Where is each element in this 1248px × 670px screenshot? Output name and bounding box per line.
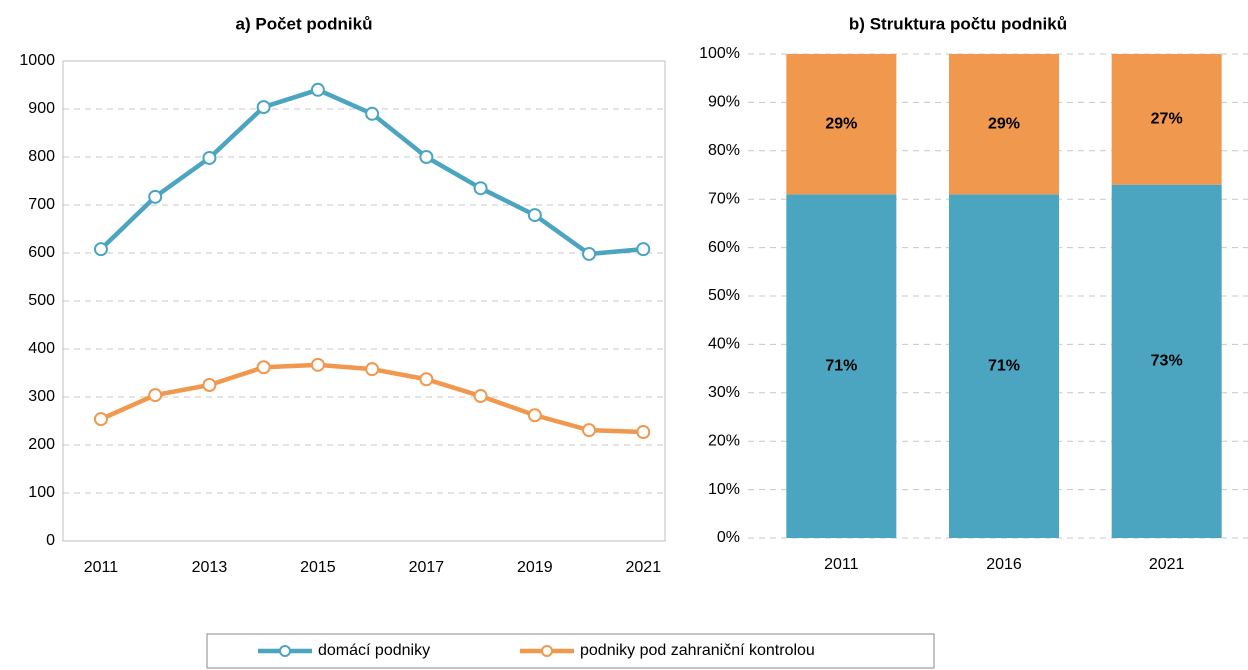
legend-marker xyxy=(279,645,291,657)
y-tick-label: 80% xyxy=(708,142,740,159)
data-point xyxy=(310,82,325,97)
data-label: 73% xyxy=(1151,353,1183,370)
y-tick-label: 60% xyxy=(708,239,740,256)
data-label: 29% xyxy=(825,115,857,132)
y-tick-label: 500 xyxy=(28,292,55,309)
plot-frame xyxy=(62,60,666,542)
data-point xyxy=(310,357,325,372)
data-point xyxy=(202,150,217,165)
x-tick-label: 2021 xyxy=(1149,556,1185,573)
y-tick-label: 10% xyxy=(708,481,740,498)
y-tick-label: 0 xyxy=(46,532,55,549)
legend-box xyxy=(206,633,935,669)
legend-marker xyxy=(541,645,553,657)
x-tick-label: 2011 xyxy=(824,556,859,573)
y-tick-label: 90% xyxy=(708,94,740,111)
data-label: 29% xyxy=(988,115,1020,132)
x-tick-label: 2021 xyxy=(626,559,662,576)
x-tick-label: 2016 xyxy=(986,556,1022,573)
data-point xyxy=(636,425,651,440)
data-point xyxy=(582,246,597,261)
data-point xyxy=(202,378,217,392)
y-tick-label: 20% xyxy=(708,432,740,449)
y-tick-label: 800 xyxy=(28,148,55,165)
x-tick-label: 2019 xyxy=(517,559,553,576)
y-tick-label: 300 xyxy=(28,388,55,405)
data-point xyxy=(365,106,380,121)
y-tick-label: 400 xyxy=(28,340,55,357)
y-tick-label: 900 xyxy=(28,100,55,117)
data-point xyxy=(419,150,434,164)
data-label: 71% xyxy=(825,357,857,374)
x-tick-label: 2015 xyxy=(300,559,336,576)
y-tick-label: 40% xyxy=(708,336,740,353)
chart-title: b) Struktura počtu podniků xyxy=(849,14,1067,33)
data-point xyxy=(473,389,488,404)
data-point xyxy=(527,408,542,423)
data-point xyxy=(582,423,597,438)
data-point xyxy=(365,362,380,377)
bar-segment xyxy=(949,54,1059,195)
y-tick-label: 50% xyxy=(708,287,740,304)
y-tick-label: 200 xyxy=(28,436,55,453)
x-tick-label: 2017 xyxy=(409,559,445,576)
x-tick-label: 2013 xyxy=(192,559,228,576)
y-tick-label: 100 xyxy=(28,484,55,501)
y-tick-label: 700 xyxy=(28,196,55,213)
bar-segment xyxy=(1111,184,1222,538)
y-tick-label: 1000 xyxy=(19,52,55,69)
bar-segment xyxy=(786,54,897,195)
data-point xyxy=(148,388,163,403)
y-tick-label: 0% xyxy=(717,529,740,546)
data-label: 27% xyxy=(1151,111,1183,128)
bar-segment xyxy=(786,194,897,539)
data-point xyxy=(419,372,434,387)
x-tick-label: 2011 xyxy=(84,559,119,576)
data-point xyxy=(148,189,163,204)
legend-label: domácí podniky xyxy=(318,642,430,659)
data-point xyxy=(473,181,488,196)
bar-segment xyxy=(949,194,1059,539)
data-point xyxy=(93,412,108,427)
data-point xyxy=(636,242,651,257)
data-point xyxy=(256,100,271,115)
y-tick-label: 100% xyxy=(699,45,740,62)
legend-label: podniky pod zahraniční kontrolou xyxy=(580,642,815,659)
data-point xyxy=(93,242,108,257)
y-tick-label: 70% xyxy=(708,190,740,207)
data-point xyxy=(256,360,271,375)
chart-title: a) Počet podniků xyxy=(236,14,373,33)
y-tick-label: 30% xyxy=(708,384,740,401)
bar-segment xyxy=(1111,54,1222,185)
data-point xyxy=(527,208,542,223)
y-tick-label: 600 xyxy=(28,244,55,261)
data-label: 71% xyxy=(988,357,1020,374)
